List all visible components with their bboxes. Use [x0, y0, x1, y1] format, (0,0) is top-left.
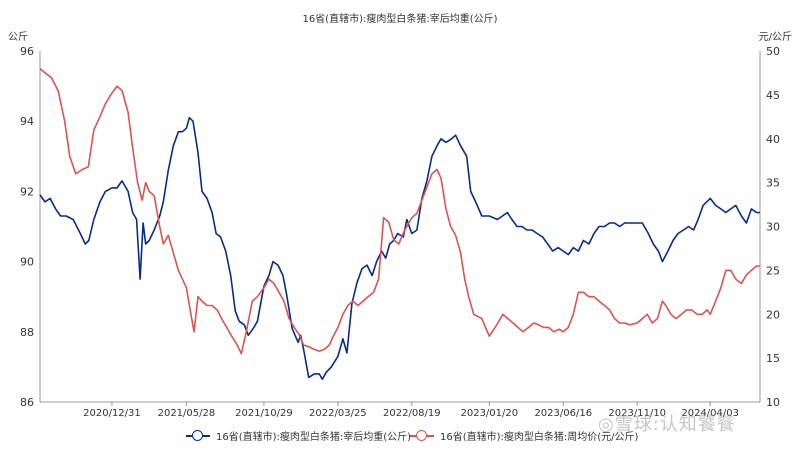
y-right-tick-label: 35 [766, 177, 780, 190]
legend-item-price[interactable]: 16省(直辖市):瘦肉型白条猪:周均价(元/公斤) [410, 428, 638, 443]
legend-swatch-price-icon [410, 429, 434, 442]
y-right-tick-label: 40 [766, 133, 780, 146]
x-tick-label: 2021/05/28 [158, 408, 216, 419]
x-tick-label: 2023/01/20 [460, 408, 518, 419]
legend-item-weight[interactable]: 16省(直辖市):瘦肉型白条猪:宰后均重(公斤) [186, 428, 411, 443]
y-right-tick-label: 50 [766, 45, 780, 58]
y-left-tick-label: 88 [20, 326, 34, 339]
series-line-price [39, 67, 760, 355]
legend-label-price: 16省(直辖市):瘦肉型白条猪:周均价(元/公斤) [440, 432, 639, 443]
y-left-tick-label: 94 [20, 115, 34, 128]
legend: 16省(直辖市):瘦肉型白条猪:宰后均重(公斤) 16省(直辖市):瘦肉型白条猪… [0, 428, 800, 446]
x-tick-label: 2020/12/31 [83, 408, 141, 419]
x-tick-label: 2022/08/19 [383, 408, 441, 419]
x-tick-label: 2023/11/10 [608, 408, 666, 419]
x-tick-label: 2024/04/03 [681, 408, 739, 419]
y-left-tick-label: 90 [20, 256, 34, 269]
y-left-tick-label: 92 [20, 185, 34, 198]
chart-title: 16省(直辖市):瘦肉型白条猪:宰后均重(公斤) [302, 14, 498, 25]
y-right-tick-label: 30 [766, 221, 780, 234]
axes-layer: 86 88 90 92 94 96 10 15 20 25 30 35 40 45 50 2020/12/31… [20, 45, 780, 419]
x-tick-label: 2021/10/29 [235, 408, 293, 419]
x-tick-label: 2022/03/25 [309, 408, 367, 419]
y-right-tick-label: 20 [766, 308, 780, 321]
left-axis-unit: 公斤 [8, 32, 28, 43]
series-layer [39, 67, 760, 380]
series-line-weight [39, 116, 760, 380]
watermark-logo: ◎雪球:认知饕餮 [598, 414, 736, 435]
legend-label-weight: 16省(直辖市):瘦肉型白条猪:宰后均重(公斤) [216, 432, 412, 443]
legend-swatch-weight-icon [186, 429, 210, 442]
y-right-tick-label: 10 [766, 396, 780, 409]
x-tick-label: 2023/06/16 [534, 408, 592, 419]
y-right-tick-label: 25 [766, 264, 780, 277]
y-left-tick-label: 96 [20, 45, 34, 58]
right-axis-unit: 元/公斤 [758, 32, 792, 43]
y-right-tick-label: 45 [766, 89, 780, 102]
y-right-tick-label: 15 [766, 352, 780, 365]
y-left-tick-label: 86 [20, 396, 34, 409]
